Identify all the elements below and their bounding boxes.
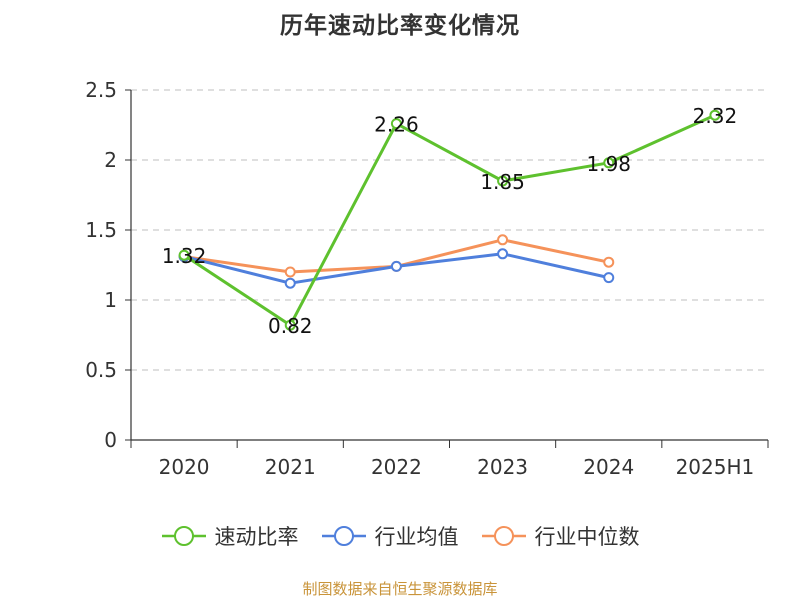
series-point-3 xyxy=(497,234,509,246)
x-tick-label: 2023 xyxy=(477,455,528,479)
data-label: 1.32 xyxy=(162,244,207,268)
grid-lines xyxy=(131,89,768,371)
series-line-1 xyxy=(183,113,716,327)
series-lines xyxy=(178,109,721,331)
y-tick-label: 0 xyxy=(104,428,117,452)
data-label: 2.32 xyxy=(693,104,738,128)
legend-label: 行业均值 xyxy=(374,525,459,549)
series-point-2 xyxy=(284,277,296,289)
x-tick-label: 2024 xyxy=(583,455,634,479)
x-tick-label: 2020 xyxy=(159,455,210,479)
legend: 速动比率 行业均值 行业中位数 xyxy=(0,518,800,554)
series-point-1 xyxy=(497,175,509,187)
series-point-1 xyxy=(709,109,721,121)
data-labels: 1.32 0.82 2.26 1.85 1.98 2.32 xyxy=(162,104,737,338)
legend-item-2[interactable]: 行业均值 xyxy=(321,521,459,551)
series-point-1 xyxy=(390,118,402,130)
x-tick-label: 2022 xyxy=(371,455,422,479)
chart-title: 历年速动比率变化情况 xyxy=(280,13,520,39)
series-point-3 xyxy=(603,256,615,268)
y-tick-label: 0.5 xyxy=(85,358,117,382)
legend-swatch-icon xyxy=(481,526,526,546)
y-tick-label: 2 xyxy=(104,148,117,172)
axes: 0 0.5 1 1.5 2 2.5 2020 2021 2022 2023 2024 2025H1 xyxy=(85,78,769,479)
y-tick-label: 1.5 xyxy=(85,218,117,242)
y-tick-label: 2.5 xyxy=(85,78,117,102)
legend-swatch-marker xyxy=(493,526,514,546)
legend-swatch-icon xyxy=(161,526,206,546)
series-point-2 xyxy=(603,272,615,284)
legend-item-1[interactable]: 速动比率 xyxy=(161,521,299,551)
data-label: 0.82 xyxy=(268,314,313,338)
legend-swatch-marker xyxy=(173,526,194,546)
legend-label: 速动比率 xyxy=(214,525,299,549)
legend-swatch-icon xyxy=(321,526,366,546)
series-point-1 xyxy=(178,249,190,261)
y-tick-label: 1 xyxy=(104,288,117,312)
source-note: 制图数据来自恒生聚源数据库 xyxy=(302,580,498,598)
data-label: 1.85 xyxy=(480,170,525,194)
data-label: 2.26 xyxy=(374,113,419,137)
legend-item-3[interactable]: 行业中位数 xyxy=(481,521,640,551)
series-point-1 xyxy=(603,157,615,169)
legend-swatch-marker xyxy=(333,526,354,546)
series-point-2 xyxy=(390,260,402,272)
series-point-3 xyxy=(284,266,296,278)
series-point-2 xyxy=(497,248,509,260)
legend-label: 行业中位数 xyxy=(534,525,640,549)
series-point-1 xyxy=(284,319,296,331)
x-tick-label: 2025H1 xyxy=(676,455,755,479)
x-tick-label: 2021 xyxy=(265,455,316,479)
data-label: 1.98 xyxy=(586,152,631,176)
